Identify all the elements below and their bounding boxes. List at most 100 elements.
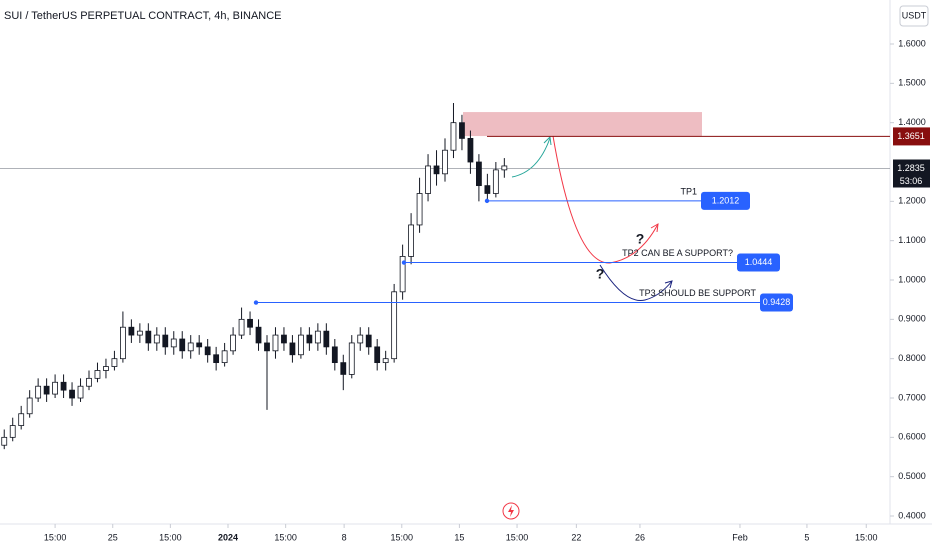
candle-body: [467, 138, 474, 163]
currency-button[interactable]: [899, 5, 929, 27]
icon-bolt[interactable]: [508, 505, 514, 517]
x-tick-label: 15:00: [44, 532, 67, 542]
candle-body: [213, 354, 220, 364]
x-tick-label: 15:00: [506, 532, 529, 542]
candle-body: [196, 342, 203, 348]
candle-body: [187, 342, 194, 352]
level-anchor: [484, 198, 490, 204]
candle-body: [77, 385, 84, 399]
candle-body: [26, 397, 33, 415]
y-tick-label: 1.0000: [898, 274, 926, 284]
candle-body: [365, 334, 372, 348]
candle-body: [43, 385, 50, 395]
candle-body: [145, 330, 152, 344]
candle-body: [425, 165, 431, 194]
candle-body: [459, 122, 465, 139]
level-price-label: 0.9428: [763, 297, 791, 307]
countdown-label: 53:06: [900, 176, 923, 186]
y-tick-label: 0.7000: [898, 392, 926, 402]
candle-body: [484, 185, 491, 194]
candle-body: [357, 334, 364, 344]
level-label: TP1: [680, 186, 697, 196]
candle-body: [289, 342, 296, 356]
green-arrow: [543, 135, 552, 146]
x-tick-label: 15: [454, 532, 464, 542]
candle-body: [314, 330, 321, 344]
last-price-label: 1.2835: [897, 163, 925, 173]
level-price-box: [701, 191, 750, 210]
candle-body: [408, 224, 414, 257]
level-label: TP2 CAN BE A SUPPORT?: [622, 248, 733, 258]
candle-body: [450, 122, 457, 151]
resistance-price-box: [893, 127, 930, 146]
x-tick-label: 15:00: [274, 532, 297, 542]
candle-body: [162, 334, 169, 348]
candle-body: [35, 385, 42, 399]
candle-body: [18, 413, 25, 426]
candle-body: [60, 381, 67, 391]
candle-body: [204, 346, 211, 356]
candle-body: [501, 165, 508, 171]
level-price-label: 1.2012: [712, 195, 740, 205]
candle-body: [391, 291, 398, 360]
x-tick-label: 26: [635, 532, 645, 542]
candle-body: [255, 326, 262, 344]
candle-body: [1, 436, 8, 446]
x-tick-label: Feb: [732, 532, 748, 542]
resistance-price-label: 1.3651: [897, 131, 925, 141]
candle-body: [416, 193, 423, 226]
green-path: [511, 137, 551, 178]
navy-path: [599, 264, 673, 302]
candle-body: [442, 149, 448, 175]
level-anchor: [401, 260, 407, 265]
y-tick-label: 0.6000: [898, 432, 926, 442]
candle-body: [9, 425, 16, 438]
candle-body: [136, 330, 143, 336]
candle-body: [323, 330, 330, 348]
candle-body: [103, 366, 109, 371]
candle-body: [179, 338, 186, 352]
candle-body: [264, 342, 270, 352]
level-price-box: [760, 293, 793, 312]
x-tick-label: 25: [108, 532, 118, 542]
candle-body: [492, 169, 499, 194]
candle-body: [120, 326, 126, 360]
candle-body: [221, 350, 228, 364]
level-label: TP3 SHOULD BE SUPPORT: [639, 288, 756, 298]
candle-body: [247, 318, 253, 328]
candle-body: [128, 326, 135, 336]
candle-body: [153, 334, 160, 344]
candle-body: [94, 370, 101, 379]
y-tick-label: 0.4000: [898, 510, 926, 520]
x-tick-label: 15:00: [159, 532, 182, 542]
x-tick-label: 5: [804, 532, 809, 542]
x-tick-label: 8: [342, 532, 347, 542]
y-tick-label: 0.5000: [898, 471, 926, 481]
x-tick-label: 2024: [218, 532, 238, 542]
y-tick-label: 0.8000: [898, 353, 926, 363]
chart-title: SUI / TetherUS PERPETUAL CONTRACT, 4h, B…: [4, 10, 282, 22]
navy-arrow: [664, 280, 673, 289]
candle-body: [86, 377, 92, 387]
candle-body: [382, 358, 389, 364]
candle-body: [69, 389, 75, 399]
lightning-icon[interactable]: [502, 502, 520, 520]
y-tick-label: 1.2000: [898, 196, 926, 206]
supply-zone: [463, 112, 702, 137]
candle-body: [306, 334, 313, 344]
candle-body: [230, 334, 236, 352]
y-tick-label: 1.6000: [898, 38, 926, 48]
candle-body: [399, 256, 406, 293]
candle-body: [52, 381, 58, 395]
candle-body: [281, 334, 287, 344]
candle-body: [331, 346, 338, 364]
y-tick-label: 1.5000: [898, 78, 926, 88]
last-price-box: [893, 159, 930, 188]
question-mark: ?: [596, 266, 605, 282]
candle-body: [476, 161, 482, 187]
currency-label[interactable]: USDT: [902, 10, 927, 20]
candle-body: [433, 165, 440, 175]
y-tick-label: 1.1000: [898, 235, 926, 245]
